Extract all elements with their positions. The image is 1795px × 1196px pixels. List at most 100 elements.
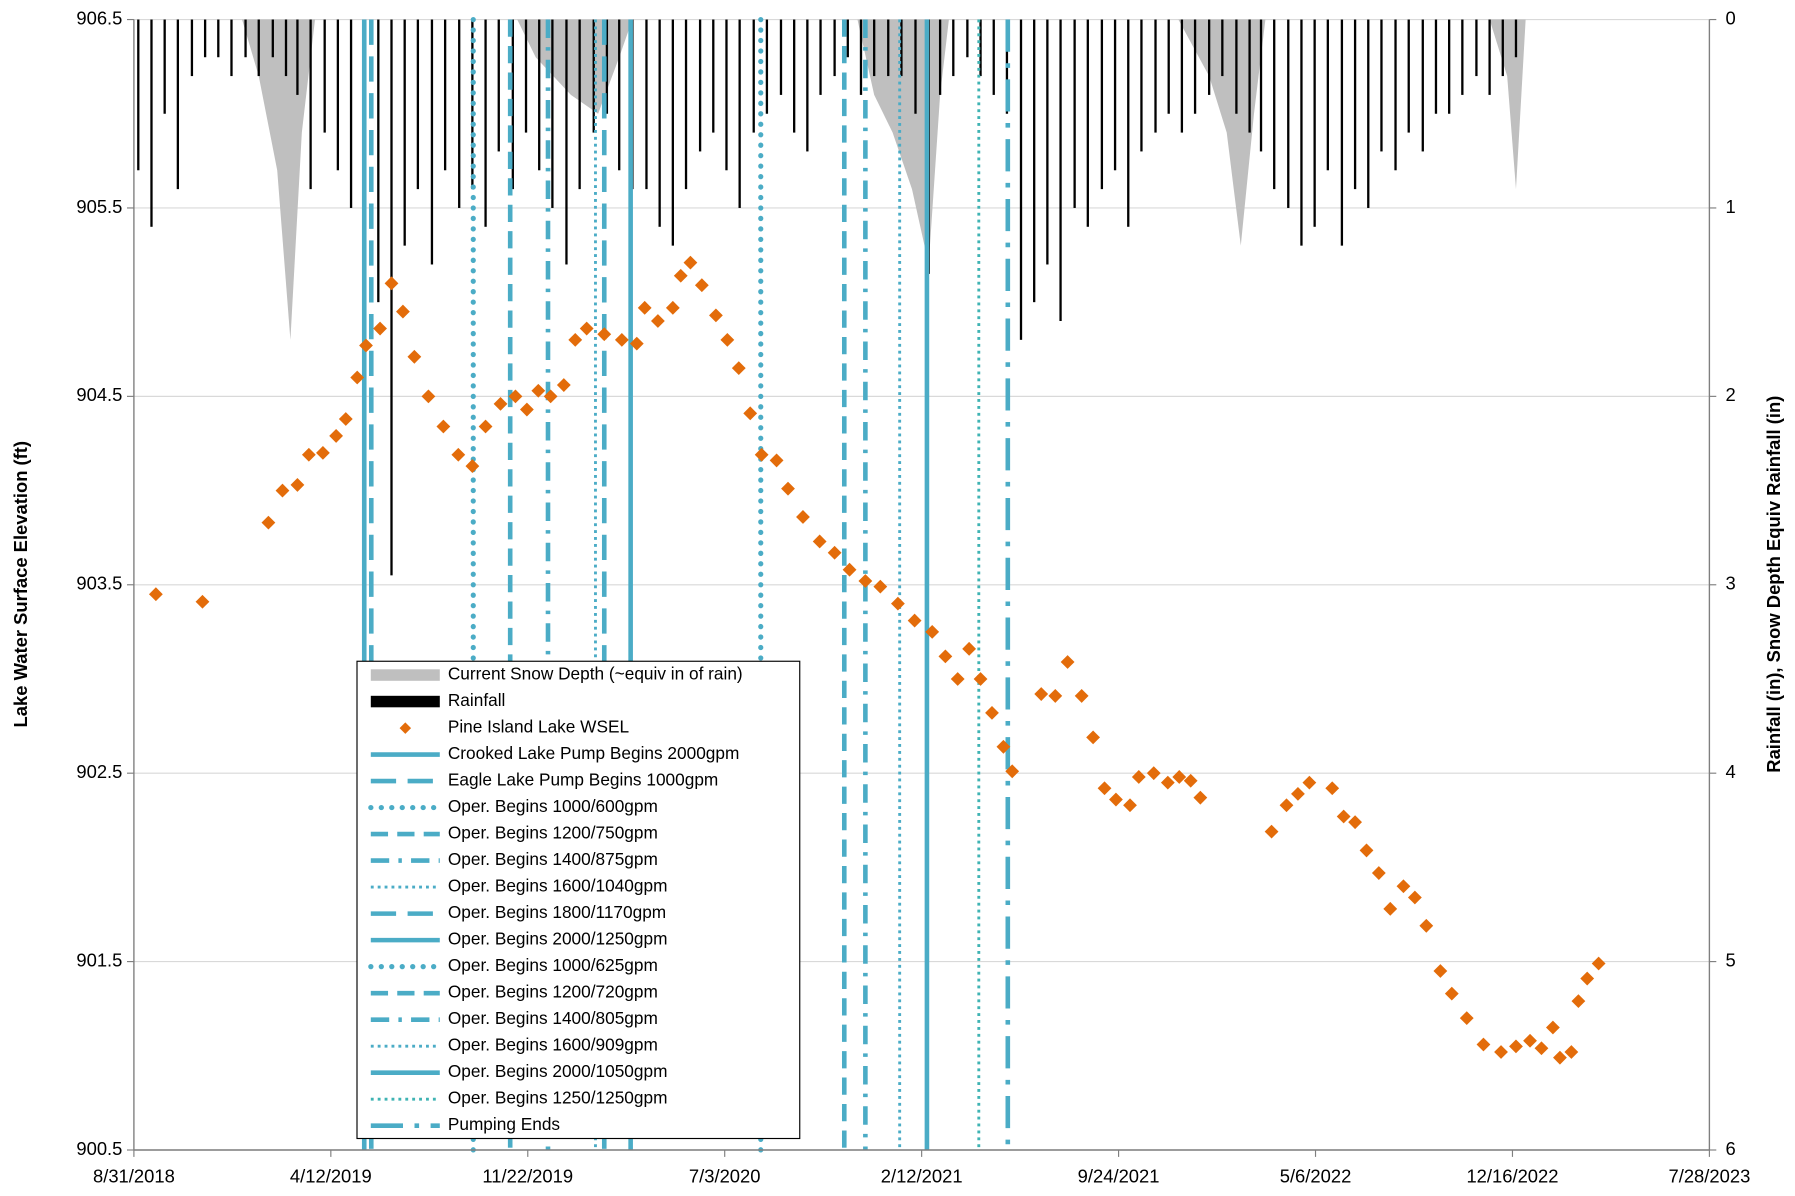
wsel-point xyxy=(543,389,558,404)
wsel-point xyxy=(812,534,827,549)
rain-bar xyxy=(1514,19,1518,58)
wsel-point xyxy=(673,268,688,283)
wsel-point xyxy=(1371,866,1386,880)
snow-area xyxy=(134,19,1526,340)
rain-bar xyxy=(1434,19,1438,114)
wsel-point xyxy=(1074,689,1089,703)
legend-label: Oper. Begins 1600/909gpm xyxy=(448,1035,658,1055)
y2-tick-label: 3 xyxy=(1726,573,1736,594)
wsel-point xyxy=(290,478,305,492)
rain-bar xyxy=(1394,19,1397,171)
rain-bar xyxy=(203,19,207,58)
rain-bar xyxy=(1501,19,1504,77)
rain-bar xyxy=(1059,19,1062,322)
x-tick-label: 2/12/2021 xyxy=(881,1165,963,1186)
wsel-point xyxy=(1060,655,1075,669)
rain-bar xyxy=(497,19,500,152)
legend-swatch xyxy=(370,695,440,708)
rain-bar xyxy=(1235,19,1238,114)
legend-label: Crooked Lake Pump Begins 2000gpm xyxy=(448,743,740,763)
wsel-point xyxy=(329,429,344,443)
wsel-point xyxy=(665,300,680,315)
rain-bar xyxy=(900,19,903,77)
rain-bar xyxy=(551,19,554,208)
rain-bar xyxy=(1046,19,1049,265)
wsel-point xyxy=(1183,773,1198,788)
y-tick-label: 903.5 xyxy=(76,573,122,594)
rain-bar xyxy=(725,19,728,171)
wsel-point xyxy=(1160,775,1175,790)
legend-label: Oper. Begins 1800/1170gpm xyxy=(448,902,666,922)
rain-bar xyxy=(1340,19,1344,246)
rain-bar xyxy=(806,19,809,152)
wsel-point xyxy=(938,649,953,664)
legend-label: Oper. Begins 1200/720gpm xyxy=(448,982,658,1002)
rain-bar xyxy=(846,19,849,58)
legend-label: Current Snow Depth (~equiv in of rain) xyxy=(448,664,743,684)
wsel-point xyxy=(359,338,373,353)
rain-bar xyxy=(296,19,299,95)
wsel-point xyxy=(1291,787,1305,801)
rain-bar xyxy=(793,19,796,133)
legend-label: Oper. Begins 1000/625gpm xyxy=(448,955,658,975)
rain-bar xyxy=(230,19,233,77)
legend-swatch xyxy=(370,669,440,681)
rain-bar xyxy=(1367,19,1370,208)
wsel-point xyxy=(731,361,746,376)
wsel-point xyxy=(1476,1037,1491,1052)
rain-bar xyxy=(966,19,969,58)
wsel-point xyxy=(827,545,842,560)
wsel-point xyxy=(1523,1033,1537,1048)
rain-bar xyxy=(137,19,140,171)
rain-bar xyxy=(538,19,541,171)
rain-bar xyxy=(511,19,514,190)
wsel-point xyxy=(1146,766,1161,781)
wsel-point xyxy=(1534,1041,1549,1056)
wsel-point xyxy=(1444,986,1459,1001)
rain-bar xyxy=(952,19,955,77)
rain-bar xyxy=(1073,19,1076,208)
wsel-point xyxy=(1005,764,1020,779)
rain-bar xyxy=(979,19,982,77)
rain-bar xyxy=(190,19,194,77)
wsel-point xyxy=(950,672,965,686)
rain-bar xyxy=(887,19,890,77)
wsel-point xyxy=(195,594,210,609)
rain-bar xyxy=(779,19,783,95)
x-tick-label: 7/3/2020 xyxy=(689,1165,761,1186)
rain-bar xyxy=(271,19,274,58)
rain-bar xyxy=(336,19,340,171)
wsel-point xyxy=(842,562,857,577)
y-tick-label: 902.5 xyxy=(76,761,122,782)
rain-bar xyxy=(618,19,621,171)
legend-label: Oper. Begins 1000/600gpm xyxy=(448,796,658,816)
wsel-point xyxy=(637,300,652,315)
wsel-point xyxy=(1433,964,1448,978)
wsel-point xyxy=(891,596,905,611)
y2-tick-label: 2 xyxy=(1726,384,1736,405)
wsel-point xyxy=(478,419,493,434)
wsel-point xyxy=(1509,1039,1523,1054)
wsel-point xyxy=(579,321,594,336)
rain-bar xyxy=(257,19,260,77)
rain-bar xyxy=(914,19,917,114)
legend-label: Oper. Begins 1400/805gpm xyxy=(448,1008,658,1028)
legend-label: Oper. Begins 1200/750gpm xyxy=(448,823,658,843)
wsel-point xyxy=(796,510,810,524)
legend-label: Eagle Lake Pump Begins 1000gpm xyxy=(448,770,718,790)
wsel-point xyxy=(508,389,523,404)
wsel-point xyxy=(650,314,665,328)
rain-bar xyxy=(1326,19,1329,171)
rain-bar xyxy=(1113,19,1117,171)
wsel-point xyxy=(1359,843,1374,858)
wsel-point xyxy=(1264,824,1279,839)
wsel-point xyxy=(396,304,410,319)
x-tick-label: 4/12/2019 xyxy=(290,1165,372,1186)
wsel-point xyxy=(556,378,571,392)
rain-bar xyxy=(938,19,942,95)
rain-bar xyxy=(1127,19,1130,227)
wsel-point xyxy=(1131,770,1146,784)
wsel-point xyxy=(1580,971,1595,986)
wsel-point xyxy=(519,402,534,417)
y-tick-label: 904.5 xyxy=(76,384,122,405)
